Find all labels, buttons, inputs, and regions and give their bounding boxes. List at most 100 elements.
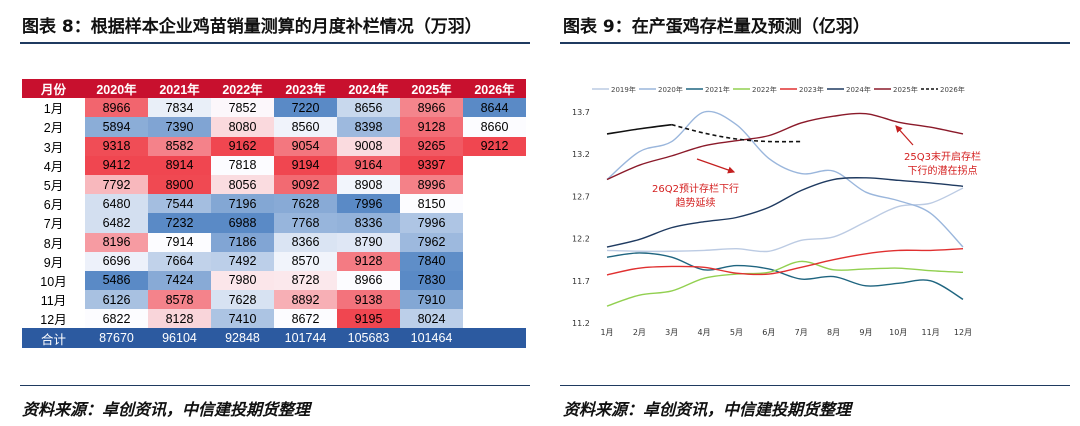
value-cell: 9194 bbox=[274, 155, 337, 175]
legend-label: 2020年 bbox=[658, 85, 683, 94]
value-cell: 7768 bbox=[274, 213, 337, 233]
y-tick-label: 13.2 bbox=[572, 150, 590, 159]
right-title: 图表 9：在产蛋鸡存栏量及预测（亿羽） bbox=[563, 17, 870, 37]
value-cell: 6482 bbox=[85, 213, 148, 233]
x-tick-label: 8月 bbox=[827, 328, 840, 337]
total-cell: 105683 bbox=[337, 328, 400, 348]
annotation-text: 趋势延续 bbox=[675, 198, 716, 209]
month-label: 4月 bbox=[43, 159, 64, 174]
y-tick-label: 12.2 bbox=[572, 235, 590, 244]
value-cell: 9397 bbox=[400, 155, 463, 175]
value-cell: 9265 bbox=[400, 136, 463, 156]
value-cell: 7196 bbox=[211, 194, 274, 214]
table-row: 12月 6822 8128 7410 8672 9195 8024 bbox=[22, 309, 526, 329]
value-cell: 7914 bbox=[148, 232, 211, 252]
value-cell: 7840 bbox=[400, 251, 463, 271]
value-cell: 8644 bbox=[463, 98, 526, 118]
value-cell: 7910 bbox=[400, 290, 463, 310]
value-cell: 7834 bbox=[148, 98, 211, 118]
y-tick-label: 12.7 bbox=[572, 192, 590, 201]
value-cell: 9092 bbox=[274, 174, 337, 195]
value-cell: 7830 bbox=[400, 270, 463, 291]
table-row: 2月 5894 7390 8080 8560 8398 9128 8660 bbox=[22, 117, 526, 137]
value-cell: 7852 bbox=[211, 98, 274, 118]
table-row: 10月 5486 7424 7980 8728 8966 7830 bbox=[22, 270, 526, 291]
value-cell: 8900 bbox=[148, 174, 211, 195]
x-tick-label: 12月 bbox=[954, 328, 972, 337]
series-line-2020年 bbox=[606, 110, 964, 248]
value-cell: 7410 bbox=[211, 309, 274, 329]
x-tick-label: 10月 bbox=[889, 328, 907, 337]
value-cell: 8914 bbox=[148, 155, 211, 175]
total-cell: 101464 bbox=[400, 328, 463, 348]
y-tick-label: 13.7 bbox=[572, 108, 590, 117]
table-row: 9月 6696 7664 7492 8570 9128 7840 bbox=[22, 251, 526, 271]
value-cell: 8570 bbox=[274, 251, 337, 271]
table-row: 7月 6482 7232 6988 7768 8336 7996 bbox=[22, 213, 526, 233]
value-cell: 7628 bbox=[211, 290, 274, 310]
value-cell: 8398 bbox=[337, 117, 400, 137]
value-cell: 9128 bbox=[337, 251, 400, 271]
total-cell: 92848 bbox=[211, 328, 274, 348]
layer-inventory-chart: 11.2 11.7 12.2 12.7 13.2 13.7 1月 2月 3月 4月 5月 6月 7月 8月… bbox=[572, 85, 972, 337]
y-tick-label: 11.2 bbox=[572, 319, 590, 328]
value-cell: 9138 bbox=[337, 290, 400, 310]
x-tick-label: 7月 bbox=[795, 328, 808, 337]
value-cell: 8966 bbox=[85, 98, 148, 118]
month-label: 12月 bbox=[40, 313, 67, 328]
value-cell: 6480 bbox=[85, 194, 148, 214]
series-line-2025年 bbox=[606, 112, 964, 181]
value-cell bbox=[463, 290, 526, 309]
month-label: 11月 bbox=[40, 294, 67, 309]
month-label: 1月 bbox=[43, 102, 64, 117]
value-cell: 7492 bbox=[211, 251, 274, 271]
value-cell: 7664 bbox=[148, 251, 211, 271]
value-cell bbox=[463, 175, 526, 194]
column-header: 月份 bbox=[22, 79, 85, 99]
column-header: 2025年 bbox=[400, 79, 463, 99]
x-tick-label: 4月 bbox=[698, 328, 711, 337]
value-cell: 9164 bbox=[337, 155, 400, 175]
total-row: 合计 87670 96104 92848 101744 105683 101464 bbox=[22, 328, 526, 348]
value-cell: 8024 bbox=[400, 309, 463, 329]
legend-label: 2021年 bbox=[705, 85, 730, 94]
annotation-text: 25Q3末开启存栏 bbox=[904, 152, 981, 163]
title-rule bbox=[20, 42, 530, 44]
legend-label: 2024年 bbox=[846, 85, 871, 94]
value-cell: 7962 bbox=[400, 232, 463, 252]
y-tick-label: 11.7 bbox=[572, 277, 590, 286]
month-label: 10月 bbox=[40, 274, 67, 289]
month-label: 9月 bbox=[43, 255, 64, 270]
value-cell bbox=[463, 156, 526, 175]
title-rule bbox=[560, 42, 1070, 44]
series-line-2019年 bbox=[606, 187, 964, 253]
value-cell: 8056 bbox=[211, 174, 274, 195]
value-cell: 8660 bbox=[463, 117, 526, 137]
total-cell: 87670 bbox=[85, 328, 148, 348]
value-cell: 8336 bbox=[337, 213, 400, 233]
column-header: 2021年 bbox=[148, 79, 211, 99]
value-cell: 7186 bbox=[211, 232, 274, 252]
annotation-text: 下行的潜在拐点 bbox=[907, 166, 978, 177]
table-row: 4月 9412 8914 7818 9194 9164 9397 bbox=[22, 155, 526, 175]
series-line-2026年 bbox=[606, 123, 672, 135]
value-cell: 8656 bbox=[337, 98, 400, 118]
value-cell: 7996 bbox=[337, 194, 400, 214]
value-cell: 8560 bbox=[274, 117, 337, 137]
annotation-text: 26Q2预计存栏下行 bbox=[652, 184, 739, 195]
total-cell bbox=[463, 328, 526, 348]
value-cell: 8790 bbox=[337, 232, 400, 252]
series-line-2022年 bbox=[606, 260, 964, 307]
value-cell: 7818 bbox=[211, 155, 274, 175]
month-label: 2月 bbox=[43, 121, 64, 136]
value-cell: 7628 bbox=[274, 194, 337, 214]
month-label: 6月 bbox=[43, 198, 64, 213]
value-cell: 7980 bbox=[211, 270, 274, 291]
value-cell: 8196 bbox=[85, 232, 148, 252]
month-label: 3月 bbox=[43, 140, 64, 155]
value-cell: 9195 bbox=[337, 309, 400, 329]
series-line-2021年 bbox=[606, 252, 964, 300]
value-cell: 6126 bbox=[85, 290, 148, 310]
series-line-2023年 bbox=[606, 248, 964, 276]
table-row: 3月 9318 8582 9162 9054 9008 9265 9212 bbox=[22, 136, 526, 156]
